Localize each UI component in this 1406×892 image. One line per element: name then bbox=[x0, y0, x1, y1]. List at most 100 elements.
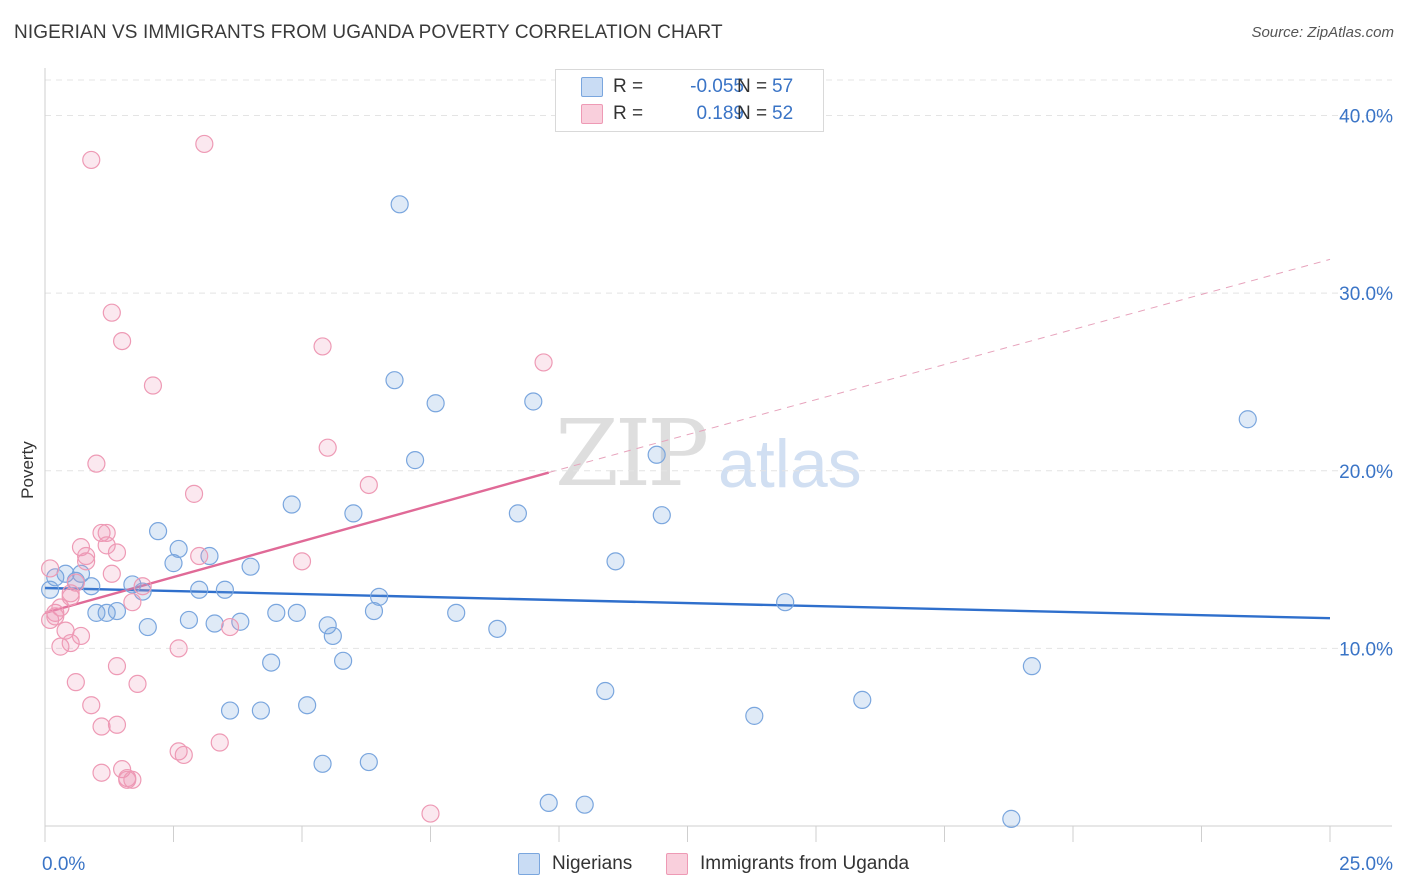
data-point bbox=[370, 587, 389, 606]
data-point bbox=[184, 484, 204, 503]
data-point bbox=[853, 690, 872, 709]
data-point bbox=[313, 754, 332, 773]
data-point bbox=[426, 394, 445, 413]
trend-lines bbox=[44, 258, 1331, 620]
r-label: R = bbox=[613, 103, 644, 124]
legend-item-nigerians[interactable]: Nigerians bbox=[518, 853, 632, 875]
data-point bbox=[596, 681, 615, 701]
tick-labels: 10.0% 20.0% 30.0% 40.0% 0.0% 25.0% bbox=[42, 107, 1393, 875]
data-point bbox=[364, 601, 384, 621]
data-point bbox=[169, 539, 188, 559]
legend-label-uganda: Immigrants from Uganda bbox=[700, 853, 910, 874]
data-point bbox=[112, 332, 132, 351]
data-point bbox=[251, 701, 270, 720]
axes bbox=[44, 68, 1392, 842]
data-point bbox=[205, 614, 224, 633]
swatch-uganda bbox=[581, 104, 603, 124]
data-point bbox=[107, 543, 127, 562]
data-point bbox=[220, 701, 240, 720]
data-point bbox=[41, 559, 60, 578]
data-point bbox=[107, 715, 127, 734]
watermark-zip: ZIP bbox=[555, 400, 709, 507]
data-point bbox=[61, 633, 80, 653]
n-value: 57 bbox=[772, 76, 794, 97]
data-point bbox=[287, 603, 306, 622]
legend-label-nigerians: Nigerians bbox=[552, 853, 633, 874]
legend-item-uganda[interactable]: Immigrants from Uganda bbox=[666, 853, 909, 875]
watermark-atlas: atlas bbox=[718, 426, 862, 502]
data-point bbox=[606, 552, 625, 571]
data-point bbox=[133, 577, 152, 596]
y-axis-label: Poverty bbox=[18, 441, 37, 499]
data-point bbox=[359, 752, 378, 772]
data-point bbox=[231, 612, 250, 631]
n-label: N = bbox=[737, 76, 768, 97]
data-point bbox=[107, 657, 127, 676]
data-point bbox=[282, 495, 301, 514]
data-point bbox=[1238, 410, 1257, 429]
data-point bbox=[77, 546, 96, 566]
data-point bbox=[647, 445, 666, 464]
data-point bbox=[210, 733, 229, 752]
data-point bbox=[97, 523, 116, 543]
data-point bbox=[539, 793, 558, 813]
data-point bbox=[87, 454, 106, 473]
data-point bbox=[71, 538, 91, 557]
data-point bbox=[508, 504, 527, 523]
data-point bbox=[41, 580, 60, 599]
x-tick-label: 25.0% bbox=[1339, 854, 1393, 875]
data-point bbox=[169, 742, 188, 761]
data-point bbox=[241, 557, 260, 576]
data-point bbox=[1002, 809, 1021, 828]
series-legend: Nigerians Immigrants from Uganda bbox=[0, 850, 1406, 880]
data-point bbox=[488, 619, 507, 638]
data-point bbox=[66, 573, 85, 592]
r-label: R = bbox=[613, 76, 644, 97]
data-point bbox=[97, 536, 116, 555]
data-point bbox=[148, 522, 168, 541]
trend-line bbox=[44, 586, 1331, 620]
data-point bbox=[421, 804, 440, 823]
data-point bbox=[318, 616, 337, 635]
data-point bbox=[405, 451, 425, 470]
data-point bbox=[745, 706, 764, 725]
trend-line bbox=[44, 471, 550, 615]
y-tick-label: 20.0% bbox=[1339, 462, 1393, 483]
data-point bbox=[385, 371, 404, 390]
data-point bbox=[164, 554, 183, 573]
data-point bbox=[107, 601, 127, 621]
data-point bbox=[447, 603, 466, 622]
data-point bbox=[123, 770, 142, 789]
trend-line bbox=[548, 258, 1331, 474]
data-point bbox=[102, 564, 121, 583]
data-point bbox=[143, 376, 163, 395]
source-label: Source: ZipAtlas.com bbox=[1251, 24, 1394, 41]
data-point bbox=[123, 593, 142, 612]
data-point bbox=[1022, 657, 1041, 676]
y-tick-label: 40.0% bbox=[1339, 107, 1393, 128]
r-value: 0.189 bbox=[696, 103, 744, 124]
data-point bbox=[169, 639, 188, 658]
stats-legend: R = -0.055 N = 57 R = 0.189 N = 52 bbox=[555, 69, 824, 132]
data-point bbox=[220, 617, 240, 637]
data-point bbox=[190, 546, 209, 566]
data-point bbox=[179, 610, 199, 630]
data-point bbox=[534, 353, 553, 372]
legend-swatch-uganda bbox=[666, 853, 688, 875]
data-point bbox=[344, 504, 363, 523]
data-point bbox=[334, 651, 353, 670]
y-tick-label: 30.0% bbox=[1339, 284, 1393, 305]
data-point bbox=[77, 552, 96, 571]
data-point bbox=[359, 475, 378, 495]
x-tick-label: 0.0% bbox=[42, 854, 85, 875]
data-point bbox=[323, 626, 342, 646]
data-point bbox=[138, 617, 157, 637]
data-point bbox=[61, 584, 80, 603]
data-point bbox=[118, 770, 137, 789]
data-point bbox=[174, 745, 193, 765]
data-point bbox=[318, 438, 337, 457]
data-point bbox=[262, 653, 281, 672]
legend-swatch-nigerians bbox=[518, 853, 540, 875]
data-point bbox=[652, 506, 671, 525]
